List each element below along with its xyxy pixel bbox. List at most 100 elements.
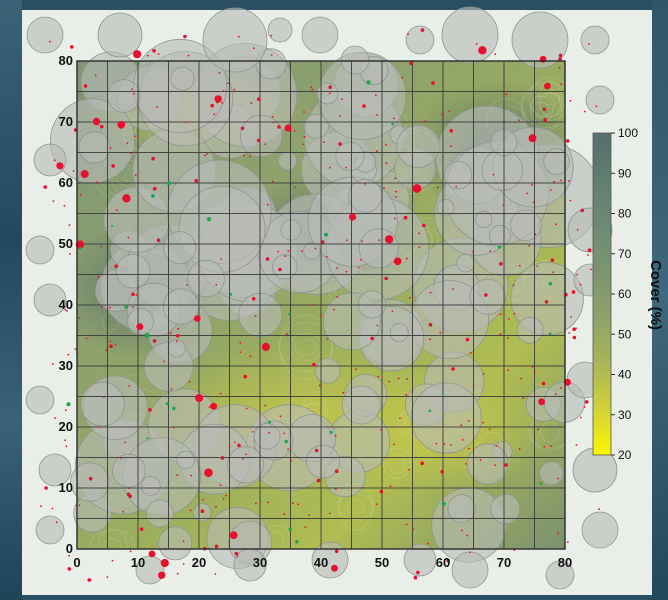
tree-points — [40, 28, 600, 582]
y-tick-label: 70 — [59, 114, 73, 129]
tree-point-red — [114, 264, 118, 269]
tree-point-red — [336, 296, 339, 298]
tree-point-red — [64, 308, 67, 311]
tree-point-red — [389, 485, 392, 488]
tree-point-red — [484, 293, 488, 297]
tree-point-red — [569, 99, 572, 102]
canopy-circle — [306, 444, 340, 479]
tree-point-red — [549, 189, 552, 191]
canopy-circle — [115, 253, 151, 289]
contour-line — [382, 447, 412, 479]
canopy-circle — [516, 316, 544, 344]
tree-point-red — [214, 573, 217, 575]
tree-point-red — [133, 135, 136, 138]
tree-point-green — [124, 304, 129, 309]
tree-point-red — [102, 396, 105, 398]
tree-point-red — [44, 486, 48, 490]
x-tick-label: 0 — [73, 555, 80, 570]
tree-point-red — [43, 185, 47, 189]
colorbar-tick-label: 80 — [618, 207, 632, 221]
contour-line — [346, 499, 365, 514]
tree-point-red — [53, 159, 56, 162]
tree-point-green — [146, 437, 149, 440]
tree-point-red — [97, 276, 100, 278]
contour-line — [530, 96, 554, 124]
tree-point-red — [560, 83, 563, 86]
tree-point-red — [331, 564, 338, 572]
tree-point-red — [202, 498, 204, 501]
canopy-circle — [341, 385, 381, 425]
tree-point-red — [147, 54, 149, 57]
tree-point-red — [252, 431, 254, 433]
tree-point-red — [532, 201, 535, 204]
tree-point-red — [194, 315, 201, 322]
tree-point-red — [67, 353, 70, 356]
tree-point-red — [364, 183, 366, 185]
canopy-circle — [25, 235, 55, 265]
contour-line — [90, 528, 135, 549]
contour-line — [538, 80, 562, 118]
tree-point-red — [80, 170, 89, 178]
tree-point-red — [92, 117, 101, 126]
tree-point-red — [333, 569, 336, 572]
colorbar-tick-label: 40 — [618, 368, 632, 382]
tree-point-green — [441, 392, 444, 396]
tree-point-red — [64, 409, 67, 412]
x-tick-label: 20 — [192, 555, 206, 570]
tree-point-red — [156, 106, 158, 108]
grid-lines — [76, 60, 566, 550]
tree-point-red — [536, 265, 539, 267]
canopy-circle — [539, 461, 564, 486]
tree-point-red — [170, 388, 173, 391]
tree-point-red — [148, 408, 152, 412]
tree-point-red — [380, 428, 383, 431]
tree-point-red — [590, 268, 592, 271]
tree-point-red — [595, 105, 598, 108]
tree-point-red — [284, 255, 287, 258]
tree-point-red — [175, 340, 178, 343]
tree-point-red — [265, 257, 270, 261]
tree-point-red — [450, 145, 452, 148]
canopy-circle — [303, 113, 329, 139]
canopy-circle — [490, 493, 521, 524]
tree-point-red — [407, 33, 409, 35]
tree-point-red — [409, 296, 411, 299]
tree-point-red — [240, 126, 245, 131]
tree-point-red — [215, 505, 217, 508]
tree-point-red — [505, 93, 508, 96]
tree-point-red — [518, 448, 521, 450]
tree-point-green — [144, 333, 150, 338]
tree-point-red — [210, 103, 214, 108]
tree-point-red — [153, 186, 157, 191]
tree-point-red — [148, 550, 156, 558]
y-tick-label: 40 — [59, 297, 73, 312]
tree-point-red — [334, 434, 337, 437]
tree-point-red — [267, 501, 269, 504]
tree-point-red — [128, 494, 132, 499]
tree-point-red — [393, 257, 402, 266]
tree-point-red — [393, 117, 395, 120]
tree-point-red — [409, 61, 413, 66]
tree-point-red — [555, 223, 557, 226]
tree-point-red — [412, 528, 414, 531]
tree-point-red — [580, 208, 584, 213]
y-tick-label: 50 — [59, 236, 73, 251]
tree-point-red — [216, 101, 219, 104]
canopy-circle — [357, 290, 387, 319]
canopy-circle — [403, 543, 437, 577]
canopy-circle — [140, 475, 161, 496]
tree-point-red — [467, 447, 470, 450]
tree-point-red — [320, 240, 325, 244]
tree-point-red — [466, 534, 469, 537]
colorbar-tick-label: 30 — [618, 408, 632, 422]
tree-point-red — [538, 398, 545, 406]
tree-point-green — [497, 245, 502, 249]
tree-point-red — [283, 432, 285, 435]
tree-point-red — [311, 303, 314, 306]
tree-point-red — [560, 386, 562, 389]
tree-point-red — [355, 368, 358, 371]
tree-point-red — [109, 147, 112, 150]
tree-point-red — [135, 294, 138, 296]
tree-point-red — [325, 255, 328, 258]
